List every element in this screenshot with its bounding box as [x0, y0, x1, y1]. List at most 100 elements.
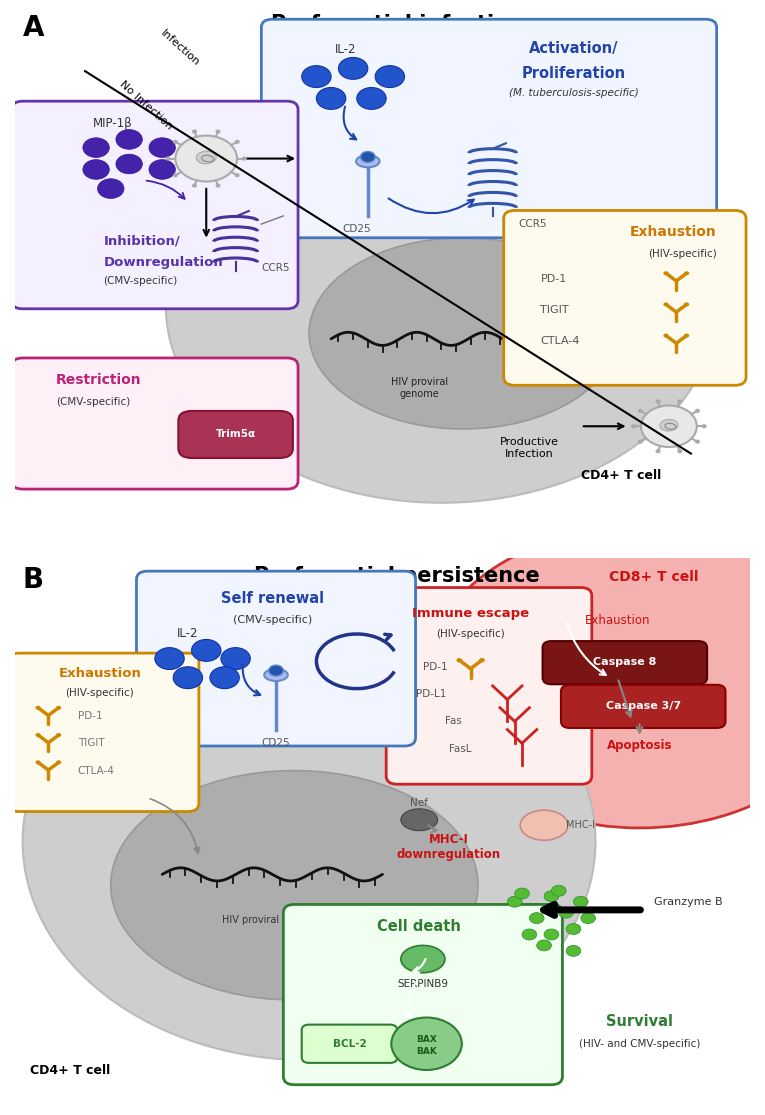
Text: CD8+ T cell: CD8+ T cell — [610, 570, 699, 583]
Circle shape — [639, 409, 643, 413]
Circle shape — [155, 648, 184, 669]
Circle shape — [56, 706, 61, 710]
Circle shape — [678, 449, 682, 453]
Circle shape — [210, 667, 239, 689]
Text: No Infection: No Infection — [118, 79, 175, 132]
Text: Infection: Infection — [158, 28, 201, 68]
Text: BAK: BAK — [416, 1047, 437, 1056]
Circle shape — [515, 888, 529, 899]
Text: Activation/: Activation/ — [529, 41, 618, 56]
FancyBboxPatch shape — [8, 653, 199, 812]
Circle shape — [641, 406, 697, 447]
Text: CCR5: CCR5 — [262, 263, 290, 273]
Text: MHC-I
downregulation: MHC-I downregulation — [396, 833, 500, 861]
Text: IL-2: IL-2 — [335, 42, 356, 56]
Text: CCR5: CCR5 — [519, 219, 547, 229]
Text: Apoptosis: Apoptosis — [607, 739, 672, 753]
Circle shape — [174, 140, 177, 143]
Text: (HIV-specific): (HIV-specific) — [436, 629, 505, 639]
Text: TIGIT: TIGIT — [540, 304, 569, 314]
Text: Productive
Infection: Productive Infection — [500, 437, 559, 458]
Circle shape — [116, 154, 142, 174]
Circle shape — [35, 706, 41, 710]
Circle shape — [193, 184, 197, 187]
Circle shape — [116, 129, 142, 149]
Ellipse shape — [23, 623, 595, 1060]
Ellipse shape — [427, 527, 765, 828]
Text: B: B — [23, 565, 44, 593]
Circle shape — [360, 152, 375, 163]
Circle shape — [56, 733, 61, 737]
Text: CTLA-4: CTLA-4 — [540, 336, 580, 346]
Circle shape — [537, 940, 552, 951]
Text: HIV proviral
genome: HIV proviral genome — [391, 377, 448, 399]
Ellipse shape — [309, 237, 617, 429]
Circle shape — [639, 440, 643, 443]
Text: (HIV- and CMV-specific): (HIV- and CMV-specific) — [579, 1039, 700, 1049]
FancyBboxPatch shape — [262, 19, 717, 237]
Ellipse shape — [401, 808, 438, 831]
Circle shape — [558, 908, 574, 918]
Circle shape — [522, 929, 537, 940]
Text: Immune escape: Immune escape — [412, 607, 529, 620]
Circle shape — [566, 946, 581, 957]
Circle shape — [236, 174, 239, 176]
Circle shape — [375, 66, 405, 87]
Text: Exhaustion: Exhaustion — [58, 667, 142, 680]
Text: TIGIT: TIGIT — [78, 738, 104, 748]
Ellipse shape — [660, 419, 678, 430]
Ellipse shape — [356, 155, 379, 167]
Text: BCL-2: BCL-2 — [333, 1039, 366, 1049]
Text: Exhaustion: Exhaustion — [630, 225, 717, 240]
Circle shape — [632, 425, 636, 428]
Text: Restriction: Restriction — [56, 372, 142, 387]
Circle shape — [552, 885, 566, 896]
Circle shape — [338, 58, 368, 79]
Circle shape — [243, 157, 246, 159]
FancyBboxPatch shape — [386, 588, 592, 784]
Text: Self renewal: Self renewal — [221, 591, 324, 607]
Text: FasL: FasL — [448, 744, 471, 754]
Text: Inhibition/: Inhibition/ — [103, 234, 181, 248]
Circle shape — [56, 760, 61, 765]
Circle shape — [35, 733, 41, 737]
Circle shape — [301, 66, 331, 87]
Circle shape — [356, 88, 386, 109]
Text: Trim5α: Trim5α — [216, 429, 256, 439]
FancyBboxPatch shape — [11, 101, 298, 309]
Circle shape — [663, 271, 669, 275]
FancyBboxPatch shape — [283, 904, 562, 1085]
Ellipse shape — [197, 152, 216, 164]
Text: CD4+ T cell: CD4+ T cell — [581, 469, 662, 482]
Text: CD4+ T cell: CD4+ T cell — [30, 1064, 110, 1077]
Circle shape — [663, 333, 669, 338]
Text: Proliferation: Proliferation — [522, 66, 626, 80]
Circle shape — [702, 425, 706, 428]
Text: PD-1: PD-1 — [78, 711, 103, 721]
Text: Exhaustion: Exhaustion — [584, 614, 650, 627]
Text: A: A — [23, 13, 44, 41]
Circle shape — [166, 157, 170, 159]
Text: Survival: Survival — [606, 1015, 673, 1029]
Text: CD25: CD25 — [262, 738, 291, 748]
Text: (CMV-specific): (CMV-specific) — [233, 614, 312, 624]
Text: IL-2: IL-2 — [177, 628, 198, 640]
Circle shape — [269, 666, 283, 676]
Circle shape — [695, 440, 699, 443]
Text: MHC-I: MHC-I — [566, 821, 595, 831]
Text: SERPINB9: SERPINB9 — [397, 979, 448, 989]
Circle shape — [221, 648, 250, 669]
Text: Granzyme B: Granzyme B — [654, 896, 723, 906]
Text: (HIV-specific): (HIV-specific) — [648, 249, 717, 259]
Text: CD25: CD25 — [343, 224, 371, 234]
FancyBboxPatch shape — [136, 571, 415, 746]
Circle shape — [216, 130, 220, 133]
Circle shape — [678, 400, 682, 403]
Text: Downregulation: Downregulation — [103, 255, 223, 269]
Text: Cell death: Cell death — [377, 919, 461, 933]
Text: Caspase 3/7: Caspase 3/7 — [606, 701, 681, 711]
Circle shape — [98, 178, 124, 198]
FancyBboxPatch shape — [178, 411, 293, 458]
Circle shape — [35, 760, 41, 765]
Text: MIP-1β: MIP-1β — [93, 117, 132, 129]
